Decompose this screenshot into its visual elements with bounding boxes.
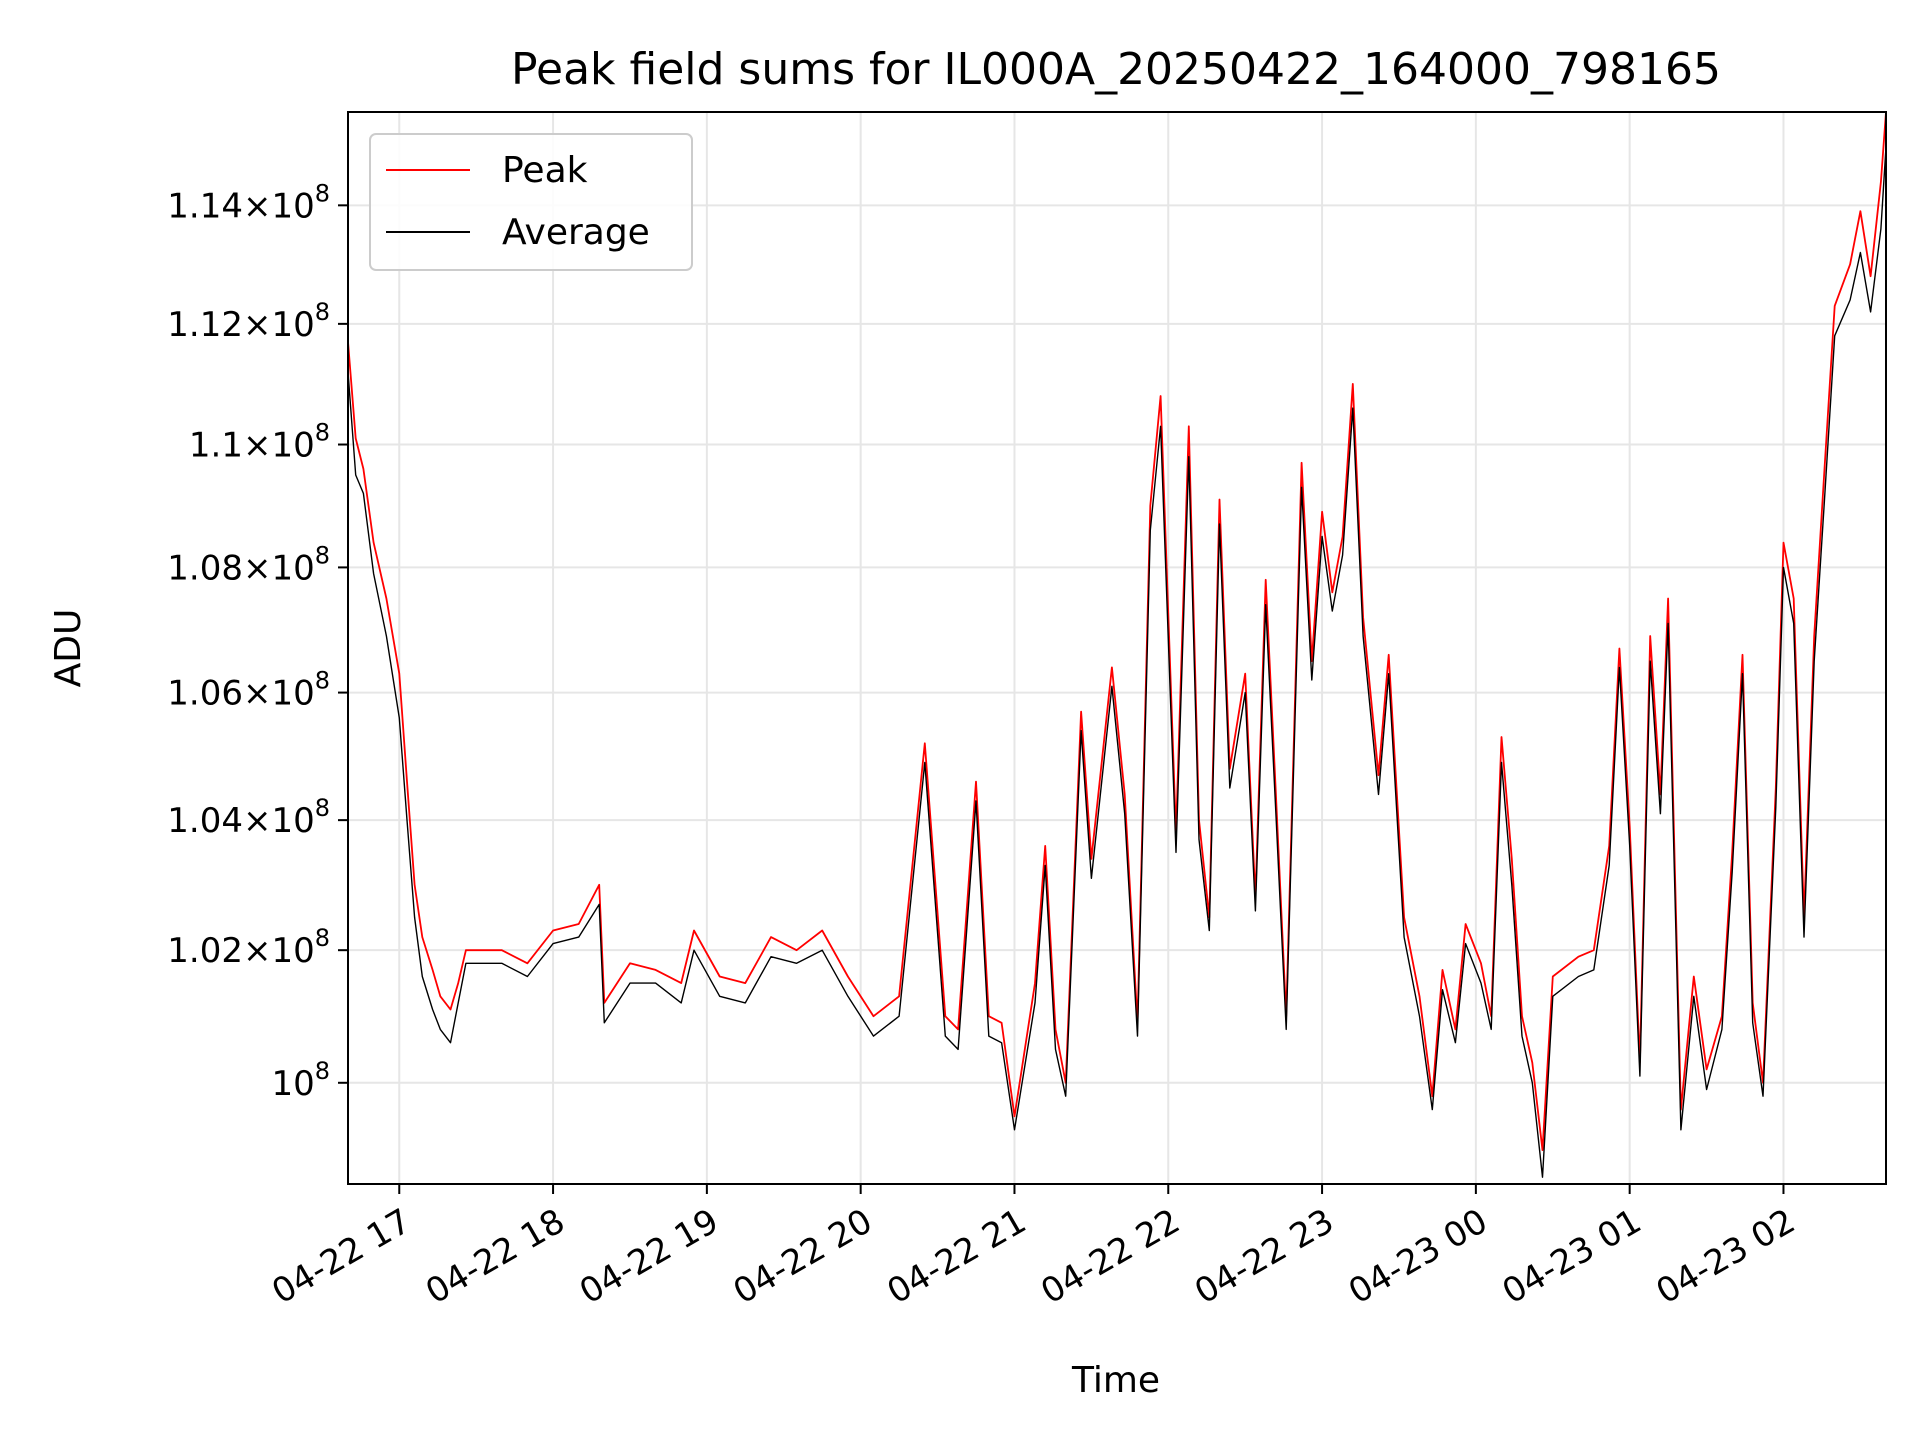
grid <box>348 112 1886 1184</box>
axes-frame <box>347 111 1887 1185</box>
legend-label-average: Average <box>502 212 650 253</box>
y-tick-label: 108 <box>271 1057 330 1104</box>
legend: Peak Average <box>369 133 693 271</box>
plot-area <box>347 111 1887 1178</box>
legend-label-peak: Peak <box>502 150 588 191</box>
series-line-peak <box>347 111 1887 1151</box>
y-tick-label: 1.06×108 <box>167 667 330 714</box>
y-tick-label: 1.12×108 <box>167 298 330 345</box>
y-axis-label: ADU <box>48 609 89 688</box>
y-axis: 108 1.02×108 1.04×108 1.06×108 1.08×108 1.1×1… <box>167 179 348 1104</box>
chart-title: Peak field sums for IL000A_20250422_1640… <box>511 44 1721 95</box>
y-tick-label: 1.04×108 <box>167 794 330 841</box>
series-line-average <box>347 146 1887 1178</box>
y-tick-label: 1.14×108 <box>167 179 330 226</box>
x-axis-label: Time <box>1071 1360 1160 1401</box>
y-tick-label: 1.08×108 <box>167 541 330 588</box>
legend-box <box>369 133 693 271</box>
y-tick-label: 1.1×108 <box>189 419 330 466</box>
y-tick-label: 1.02×108 <box>167 924 330 971</box>
